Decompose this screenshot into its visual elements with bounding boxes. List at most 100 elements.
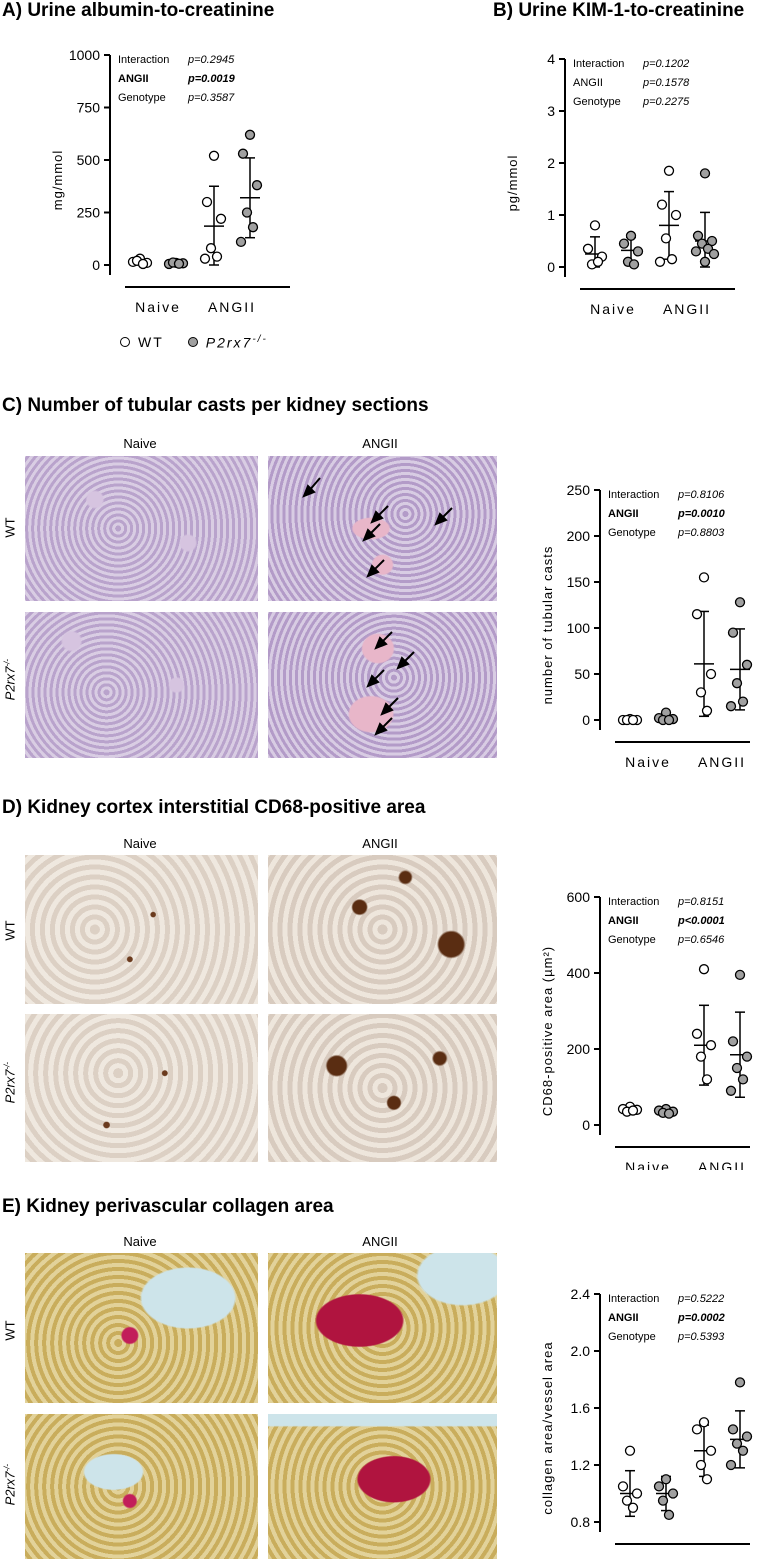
chart-e-stat-p: p=0.5393 xyxy=(677,1331,725,1343)
chart-b-data-point xyxy=(706,235,718,247)
e-col-angii: ANGII xyxy=(362,1234,398,1249)
chart-c-data-point xyxy=(705,668,717,680)
chart-c-stat-label: Interaction xyxy=(608,489,659,501)
c-col-naive: Naive xyxy=(123,436,157,451)
c-micrograph-ko-angii xyxy=(268,612,497,758)
chart-e-ytick-label: 0.8 xyxy=(571,1514,591,1530)
chart-d-stat-p: p=0.6546 xyxy=(677,934,725,946)
chart-d-data-point xyxy=(725,1085,737,1096)
c-cast-arrows xyxy=(302,477,453,736)
chart-e-data-point xyxy=(695,1459,707,1471)
chart-b-data-point xyxy=(692,230,704,241)
chart-b-data-point xyxy=(654,256,666,267)
panel-b-title: B) Urine KIM-1-to-creatinine xyxy=(493,0,745,21)
chart-a-data-point xyxy=(205,243,217,254)
chart-a-data-point xyxy=(251,180,263,191)
chart-a-ytick-label: 1000 xyxy=(69,47,100,63)
chart-c-data-point xyxy=(734,597,746,608)
chart-d-data-point xyxy=(698,964,710,975)
chart-b-data-point xyxy=(656,199,668,210)
chart-c-category-label: ANGII xyxy=(698,754,746,770)
chart-a-data-point xyxy=(241,207,253,218)
chart-c-ylabel: number of tubular casts xyxy=(540,546,555,705)
chart-a-data-point xyxy=(199,253,211,264)
chart-e-stat-label: Genotype xyxy=(608,1331,656,1343)
chart-c-ytick-label: 250 xyxy=(567,482,591,498)
e-col-naive: Naive xyxy=(123,1234,157,1249)
chart-e-ylabel: collagen area/vessel area xyxy=(540,1341,555,1514)
chart-a-stat-p: p=0.3587 xyxy=(187,92,235,104)
chart-b-stat-p: p=0.1578 xyxy=(642,77,690,89)
e-micrograph-wt-angii xyxy=(268,1253,497,1403)
chart-b-kim1: 0 1 2 3 4 pg/mmol Interaction p=0.1202 ANGII p=0.… xyxy=(505,51,735,317)
d-micrograph-wt-naive xyxy=(25,855,258,1004)
chart-b-ytick-label: 3 xyxy=(547,103,555,119)
chart-e-collagen: 0.8 1.2 1.6 2.0 2.4 collagen area/vessel area… xyxy=(540,1286,753,1559)
chart-c-data-point xyxy=(627,714,639,726)
chart-c-data-point xyxy=(727,627,739,638)
chart-b-data-point xyxy=(625,230,637,241)
chart-a-category-label: ANGII xyxy=(208,299,256,315)
chart-d-stat-label: Genotype xyxy=(608,934,656,946)
e-row-wt: WT xyxy=(2,1320,18,1341)
chart-e-stat-label: ANGII xyxy=(608,1312,639,1324)
chart-e-data-point xyxy=(657,1495,669,1506)
c-micrograph-wt-naive xyxy=(25,456,258,601)
chart-b-stat-label: Interaction xyxy=(573,58,624,70)
panel-c-title: C) Number of tubular casts per kidney se… xyxy=(2,395,429,416)
c-micrograph-ko-naive xyxy=(25,612,258,758)
chart-b-data-point xyxy=(660,233,672,244)
chart-b-stat-p: p=0.1202 xyxy=(642,58,689,70)
chart-a-data-point xyxy=(215,213,227,224)
chart-c-data-point xyxy=(698,572,710,583)
chart-c-ytick-label: 150 xyxy=(567,574,591,590)
chart-a-stat-p: p=0.2945 xyxy=(187,54,235,66)
chart-a-ytick-label: 250 xyxy=(77,205,101,221)
chart-a-category-label: Naive xyxy=(135,299,181,315)
chart-c-data-point xyxy=(741,659,753,670)
chart-d-data-point xyxy=(734,969,746,981)
chart-e-data-point xyxy=(624,1445,636,1456)
chart-d-ytick-label: 0 xyxy=(582,1117,590,1133)
chart-b-stat-label: Genotype xyxy=(573,96,621,108)
chart-b-data-point xyxy=(618,238,630,249)
chart-d-data-point xyxy=(741,1051,753,1062)
d-col-angii: ANGII xyxy=(362,836,398,851)
panel-a-title: A) Urine albumin-to-creatinine xyxy=(2,0,275,21)
chart-a-ytick-label: 500 xyxy=(77,152,101,168)
chart-e-data-point xyxy=(741,1431,753,1442)
chart-a-data-point xyxy=(173,258,185,269)
chart-b-data-point xyxy=(690,246,702,257)
legend-ko-marker xyxy=(187,337,198,348)
legend-wt-marker xyxy=(120,337,130,348)
chart-e-data-point xyxy=(737,1445,749,1456)
chart-e-data-point xyxy=(667,1488,679,1499)
chart-b-stat-p: p=0.2275 xyxy=(642,96,690,108)
chart-b-data-point xyxy=(628,259,640,270)
d-micrograph-ko-naive xyxy=(25,1014,258,1162)
chart-e-data-point xyxy=(734,1377,746,1388)
chart-e-data-point xyxy=(691,1424,703,1435)
chart-a-data-point xyxy=(235,236,247,248)
chart-d-category-label: ANGII xyxy=(698,1159,746,1170)
chart-b-category-label: ANGII xyxy=(663,301,711,317)
chart-c-ytick-label: 50 xyxy=(574,666,590,682)
e-row-p2rx7: P2rx7-/- xyxy=(2,1463,18,1506)
chart-d-ytick-label: 200 xyxy=(567,1041,591,1057)
chart-b-data-point xyxy=(670,209,682,221)
chart-b-ylabel: pg/mmol xyxy=(505,155,520,212)
chart-a-stat-label: ANGII xyxy=(118,73,149,85)
chart-b-data-point xyxy=(592,256,604,267)
e-micrograph-ko-naive xyxy=(25,1414,258,1559)
chart-d-data-point xyxy=(663,1108,675,1119)
chart-c-stat-p: p=0.0010 xyxy=(677,508,726,520)
legend-wt-label: WT xyxy=(138,334,164,351)
chart-a-data-point xyxy=(211,251,223,262)
chart-c-ytick-label: 100 xyxy=(567,620,591,636)
chart-e-data-point xyxy=(621,1495,633,1506)
chart-b-data-point xyxy=(699,168,711,179)
chart-e-stat-p: p=0.0002 xyxy=(677,1312,725,1324)
legend: WT P2rx7-/- xyxy=(120,334,268,351)
chart-e-data-point xyxy=(705,1445,717,1456)
chart-b-ytick-label: 1 xyxy=(547,207,555,223)
